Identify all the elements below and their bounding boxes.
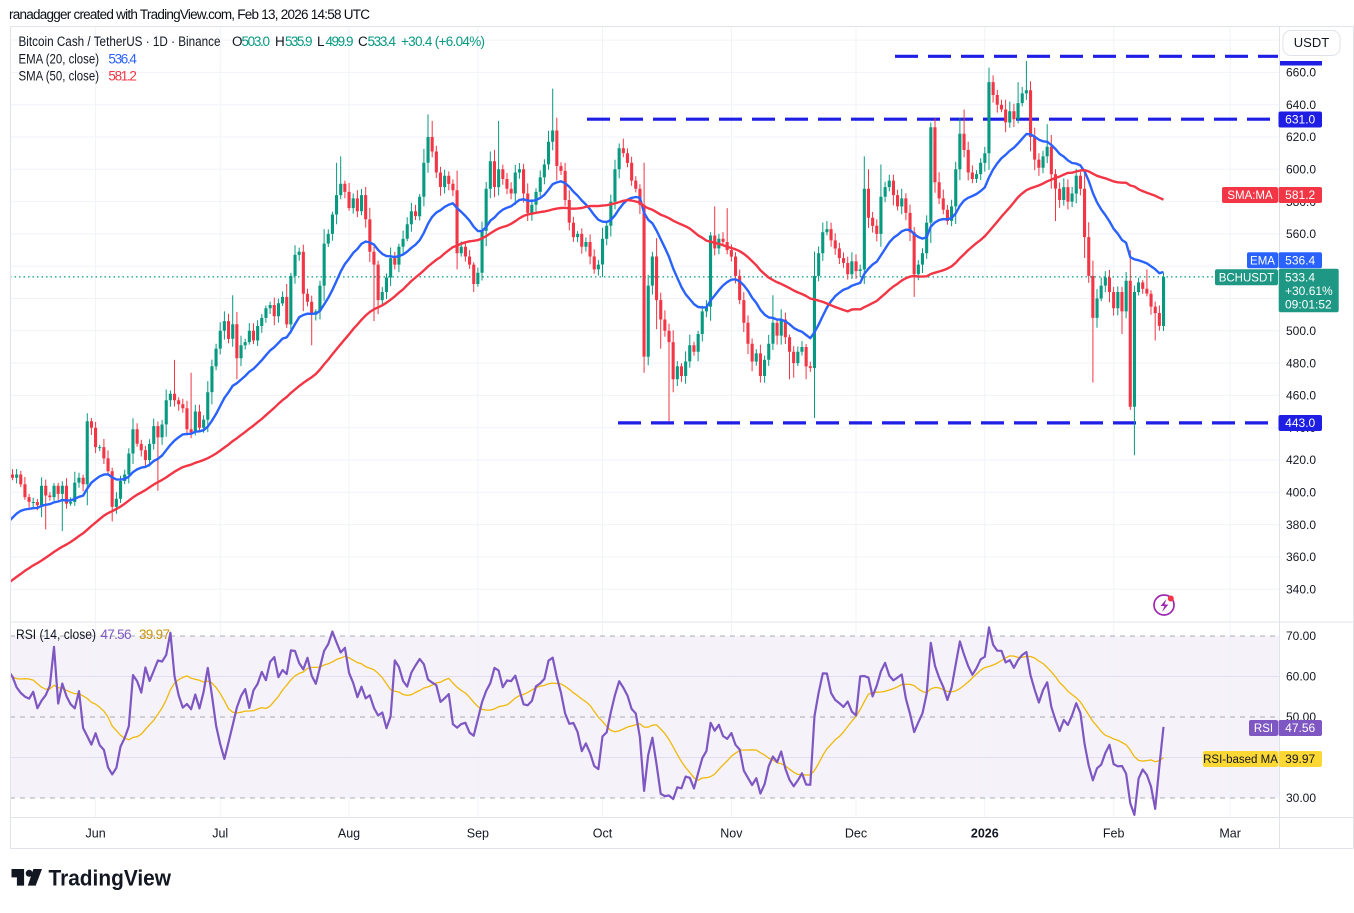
svg-text:BCHUSDT: BCHUSDT [1219, 272, 1275, 284]
svg-text:443.0: 443.0 [1285, 416, 1315, 430]
svg-text:EMA (20, close)536.4: EMA (20, close) 536.4 [19, 51, 138, 66]
svg-text:39.97: 39.97 [1285, 752, 1315, 766]
svg-text:Mar: Mar [1219, 827, 1241, 841]
svg-text:TradingView: TradingView [49, 866, 172, 891]
svg-text:RSI: RSI [1254, 723, 1273, 735]
svg-text:460.0: 460.0 [1286, 389, 1316, 403]
svg-text:380.0: 380.0 [1286, 518, 1316, 532]
svg-text:631.0: 631.0 [1285, 113, 1315, 127]
svg-text:Feb: Feb [1103, 827, 1125, 841]
svg-text:360.0: 360.0 [1286, 550, 1316, 564]
svg-text:2026: 2026 [971, 827, 999, 841]
svg-text:30.00: 30.00 [1286, 791, 1316, 805]
svg-text:Aug: Aug [338, 827, 360, 841]
svg-text:Bitcoin Cash / TetherUS · 1D ·: Bitcoin Cash / TetherUS · 1D · Binance [19, 34, 221, 49]
svg-text:400.0: 400.0 [1286, 486, 1316, 500]
svg-text:USDT: USDT [1294, 35, 1329, 50]
svg-text:560.0: 560.0 [1286, 227, 1316, 241]
svg-text:Jun: Jun [86, 827, 106, 841]
svg-text:Nov: Nov [720, 827, 743, 841]
svg-text:640.0: 640.0 [1286, 98, 1316, 112]
svg-text:+30.61%: +30.61% [1285, 284, 1333, 298]
svg-text:480.0: 480.0 [1286, 356, 1316, 370]
svg-text:533.4: 533.4 [1285, 271, 1315, 285]
svg-text:70.00: 70.00 [1286, 629, 1316, 643]
svg-text:RSI-based MA: RSI-based MA [1203, 754, 1278, 766]
svg-text:Oct: Oct [593, 827, 613, 841]
svg-text:Jul: Jul [212, 827, 228, 841]
svg-text:Dec: Dec [845, 827, 867, 841]
svg-text:536.4: 536.4 [1285, 253, 1315, 267]
svg-text:09:01:52: 09:01:52 [1285, 298, 1332, 312]
svg-text:581.2: 581.2 [1285, 188, 1315, 202]
svg-text:SMA:MA: SMA:MA [1227, 190, 1273, 202]
svg-text:EMA: EMA [1250, 255, 1275, 267]
svg-text:SMA (50, close)581.2: SMA (50, close) 581.2 [19, 69, 137, 84]
svg-text:ranadagger created with Tradin: ranadagger created with TradingView.com,… [9, 7, 370, 22]
svg-text:620.0: 620.0 [1286, 130, 1316, 144]
svg-text:Sep: Sep [467, 827, 489, 841]
svg-text:340.0: 340.0 [1286, 582, 1316, 596]
svg-text:500.0: 500.0 [1286, 324, 1316, 338]
svg-text:60.00: 60.00 [1286, 670, 1316, 684]
svg-text:47.56: 47.56 [1285, 721, 1315, 735]
svg-text:600.0: 600.0 [1286, 163, 1316, 177]
svg-text:420.0: 420.0 [1286, 453, 1316, 467]
svg-text:660.0: 660.0 [1286, 66, 1316, 80]
